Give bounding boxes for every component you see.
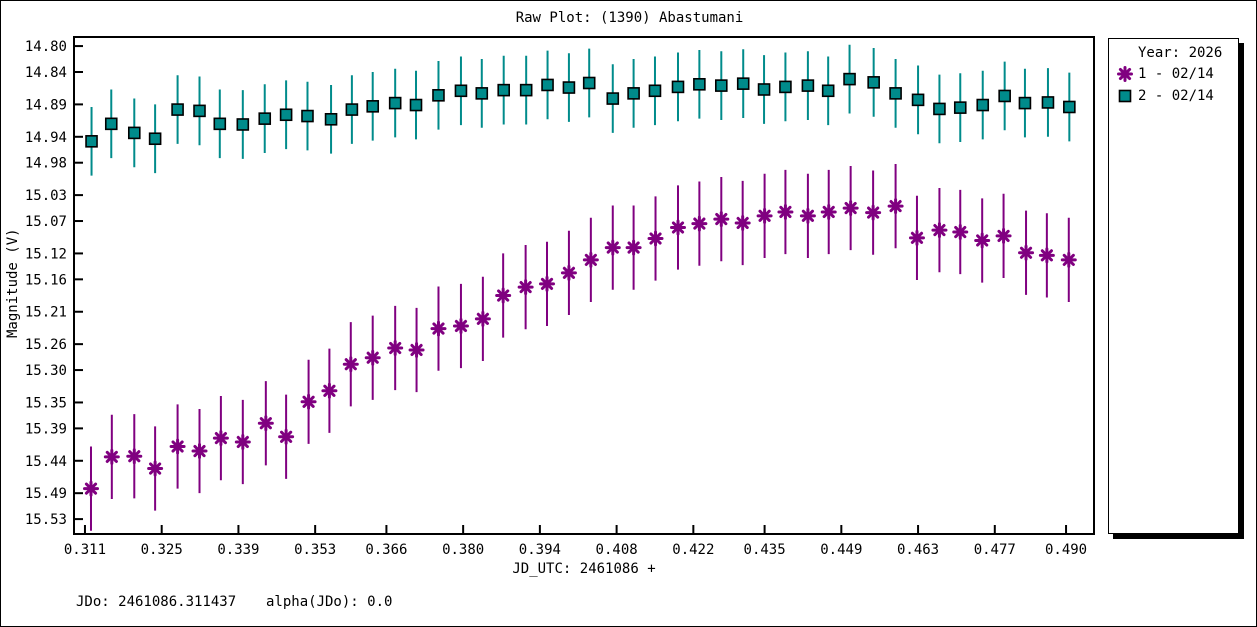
series-2-02-14: [85, 44, 1076, 176]
svg-text:15.53: 15.53: [25, 512, 67, 528]
svg-text:0.339: 0.339: [217, 542, 259, 558]
legend-title: Year: 2026: [1138, 45, 1223, 61]
svg-text:14.94: 14.94: [25, 130, 67, 146]
legend-item-session2: 2 - 02/14: [1109, 85, 1238, 107]
svg-text:15.03: 15.03: [25, 188, 67, 204]
legend-item-label: 1 - 02/14: [1138, 66, 1214, 82]
square-marker-icon: [1118, 89, 1132, 103]
svg-text:15.44: 15.44: [25, 454, 67, 470]
legend-item-label: 2 - 02/14: [1138, 88, 1214, 104]
series-1-02-14: [82, 164, 1077, 531]
page-title: Raw Plot: (1390) Abastumani: [515, 10, 744, 26]
alpha-value: alpha(JDo): 0.0: [266, 594, 393, 610]
svg-text:0.463: 0.463: [897, 542, 939, 558]
svg-text:0.435: 0.435: [744, 542, 786, 558]
svg-text:0.490: 0.490: [1045, 542, 1087, 558]
svg-text:15.07: 15.07: [25, 214, 67, 230]
svg-text:0.311: 0.311: [64, 542, 106, 558]
svg-text:15.12: 15.12: [25, 246, 67, 262]
svg-text:0.325: 0.325: [141, 542, 183, 558]
legend-box: Year: 2026 1 - 02/14 2 - 02/14: [1108, 38, 1239, 534]
svg-text:0.449: 0.449: [820, 542, 862, 558]
svg-text:0.477: 0.477: [974, 542, 1016, 558]
svg-text:0.408: 0.408: [596, 542, 638, 558]
y-axis-label: Magnitude (V): [5, 228, 21, 338]
svg-text:14.98: 14.98: [25, 156, 67, 172]
svg-text:15.39: 15.39: [25, 421, 67, 437]
svg-text:0.366: 0.366: [365, 542, 407, 558]
svg-text:14.84: 14.84: [25, 65, 67, 81]
svg-text:0.394: 0.394: [519, 542, 561, 558]
svg-text:14.89: 14.89: [25, 97, 67, 113]
jdo-value: JDo: 2461086.311437: [76, 594, 237, 610]
svg-text:15.16: 15.16: [25, 272, 67, 288]
svg-text:15.26: 15.26: [25, 337, 67, 353]
svg-text:0.422: 0.422: [672, 542, 714, 558]
svg-text:15.49: 15.49: [25, 486, 67, 502]
svg-text:15.30: 15.30: [25, 363, 67, 379]
svg-text:0.353: 0.353: [294, 542, 336, 558]
legend-item-session1: 1 - 02/14: [1109, 63, 1238, 85]
x-axis-label: JD_UTC: 2461086 +: [512, 561, 656, 577]
svg-text:15.35: 15.35: [25, 395, 67, 411]
svg-text:14.80: 14.80: [25, 39, 67, 55]
asterisk-marker-icon: [1117, 66, 1133, 82]
svg-text:0.380: 0.380: [442, 542, 484, 558]
svg-text:15.21: 15.21: [25, 305, 67, 321]
